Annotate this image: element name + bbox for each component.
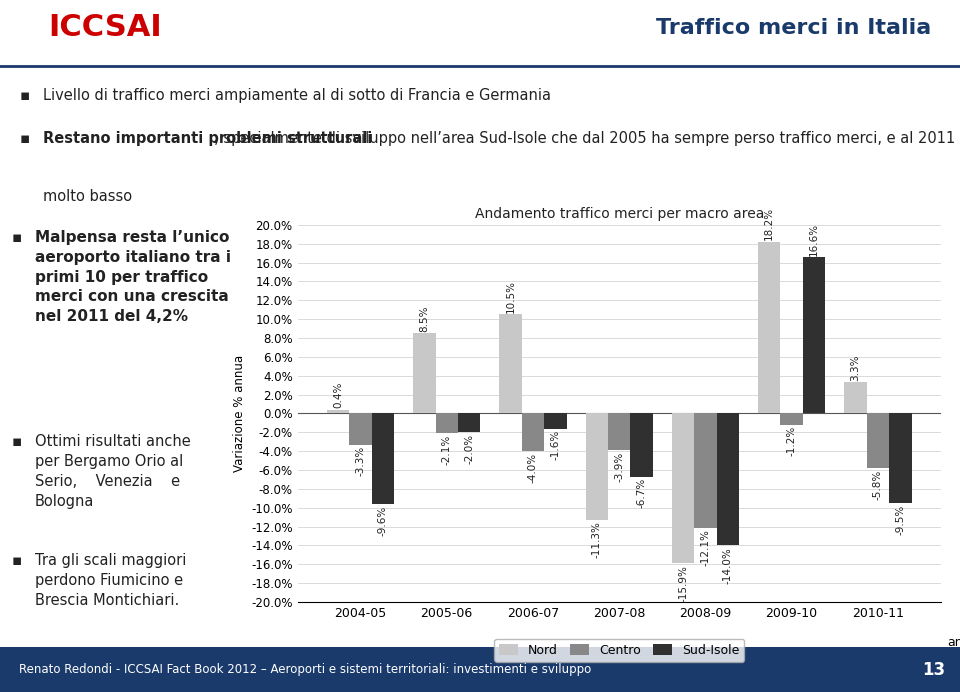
- Text: , specialmente di sviluppo nell’area Sud-Isole che dal 2005 ha sempre perso traf: , specialmente di sviluppo nell’area Sud…: [43, 131, 960, 146]
- Text: -4.0%: -4.0%: [528, 453, 538, 483]
- Text: -14.0%: -14.0%: [723, 547, 732, 583]
- Bar: [717, 414, 739, 545]
- Text: -9.5%: -9.5%: [896, 504, 905, 535]
- Bar: [758, 242, 780, 414]
- Text: -2.1%: -2.1%: [442, 435, 452, 465]
- Bar: [372, 414, 395, 504]
- Text: ▪: ▪: [12, 230, 22, 245]
- Text: Ottimi risultati anche
per Bergamo Orio al
Serio,    Venezia    e
Bologna: Ottimi risultati anche per Bergamo Orio …: [35, 435, 190, 509]
- Text: 0.4%: 0.4%: [333, 382, 343, 408]
- Text: anno: anno: [948, 636, 960, 649]
- Text: ▪: ▪: [19, 88, 30, 102]
- Text: -1.2%: -1.2%: [786, 426, 797, 457]
- Text: Restano importanti problemi strutturali: Restano importanti problemi strutturali: [43, 131, 372, 146]
- Text: molto basso: molto basso: [43, 190, 132, 204]
- Text: -6.7%: -6.7%: [636, 478, 647, 509]
- Text: -12.1%: -12.1%: [701, 529, 710, 566]
- Bar: [458, 414, 480, 432]
- Bar: [867, 414, 889, 468]
- Text: Livello di traffico merci ampiamente al di sotto di Francia e Germania: Livello di traffico merci ampiamente al …: [43, 88, 551, 102]
- Text: ▪: ▪: [12, 435, 22, 449]
- Text: -9.6%: -9.6%: [378, 505, 388, 536]
- Title: Andamento traffico merci per macro area: Andamento traffico merci per macro area: [474, 207, 764, 221]
- Bar: [780, 414, 803, 425]
- Bar: [436, 414, 458, 433]
- Text: -15.9%: -15.9%: [678, 565, 688, 601]
- Bar: [521, 414, 544, 451]
- Text: -11.3%: -11.3%: [591, 522, 602, 558]
- Text: Tra gli scali maggiori
perdono Fiumicino e
Brescia Montichiari.: Tra gli scali maggiori perdono Fiumicino…: [35, 554, 186, 608]
- Text: -3.9%: -3.9%: [614, 452, 624, 482]
- Bar: [608, 414, 631, 450]
- Text: 3.3%: 3.3%: [851, 354, 860, 381]
- Text: -1.6%: -1.6%: [550, 430, 561, 460]
- Text: -2.0%: -2.0%: [464, 434, 474, 464]
- Bar: [631, 414, 653, 477]
- Text: ICCSAI: ICCSAI: [48, 13, 161, 42]
- Text: 10.5%: 10.5%: [506, 280, 516, 313]
- Text: ▪: ▪: [12, 554, 22, 568]
- Y-axis label: Variazione % annua: Variazione % annua: [232, 355, 246, 472]
- Bar: [803, 257, 826, 414]
- Legend: Nord, Centro, Sud-Isole: Nord, Centro, Sud-Isole: [494, 639, 744, 662]
- Bar: [326, 410, 349, 414]
- Text: Malpensa resta l’unico
aeroporto italiano tra i
primi 10 per traffico
merci con : Malpensa resta l’unico aeroporto italian…: [35, 230, 230, 324]
- Bar: [889, 414, 912, 503]
- Bar: [672, 414, 694, 563]
- Text: 13: 13: [923, 660, 946, 679]
- Bar: [499, 314, 521, 414]
- Text: 18.2%: 18.2%: [764, 208, 775, 240]
- Text: Renato Redondi - ICCSAI Fact Book 2012 – Aeroporti e sistemi territoriali: inves: Renato Redondi - ICCSAI Fact Book 2012 –…: [19, 663, 591, 676]
- Bar: [844, 383, 867, 414]
- Bar: [544, 414, 566, 428]
- Bar: [413, 334, 436, 414]
- Text: 16.6%: 16.6%: [809, 222, 819, 255]
- Text: Traffico merci in Italia: Traffico merci in Italia: [656, 18, 931, 37]
- Text: 8.5%: 8.5%: [420, 305, 429, 332]
- Text: -3.3%: -3.3%: [355, 446, 366, 476]
- Bar: [586, 414, 608, 520]
- Bar: [349, 414, 372, 444]
- Text: ▪: ▪: [19, 131, 30, 146]
- Text: -5.8%: -5.8%: [873, 470, 883, 500]
- Bar: [694, 414, 717, 527]
